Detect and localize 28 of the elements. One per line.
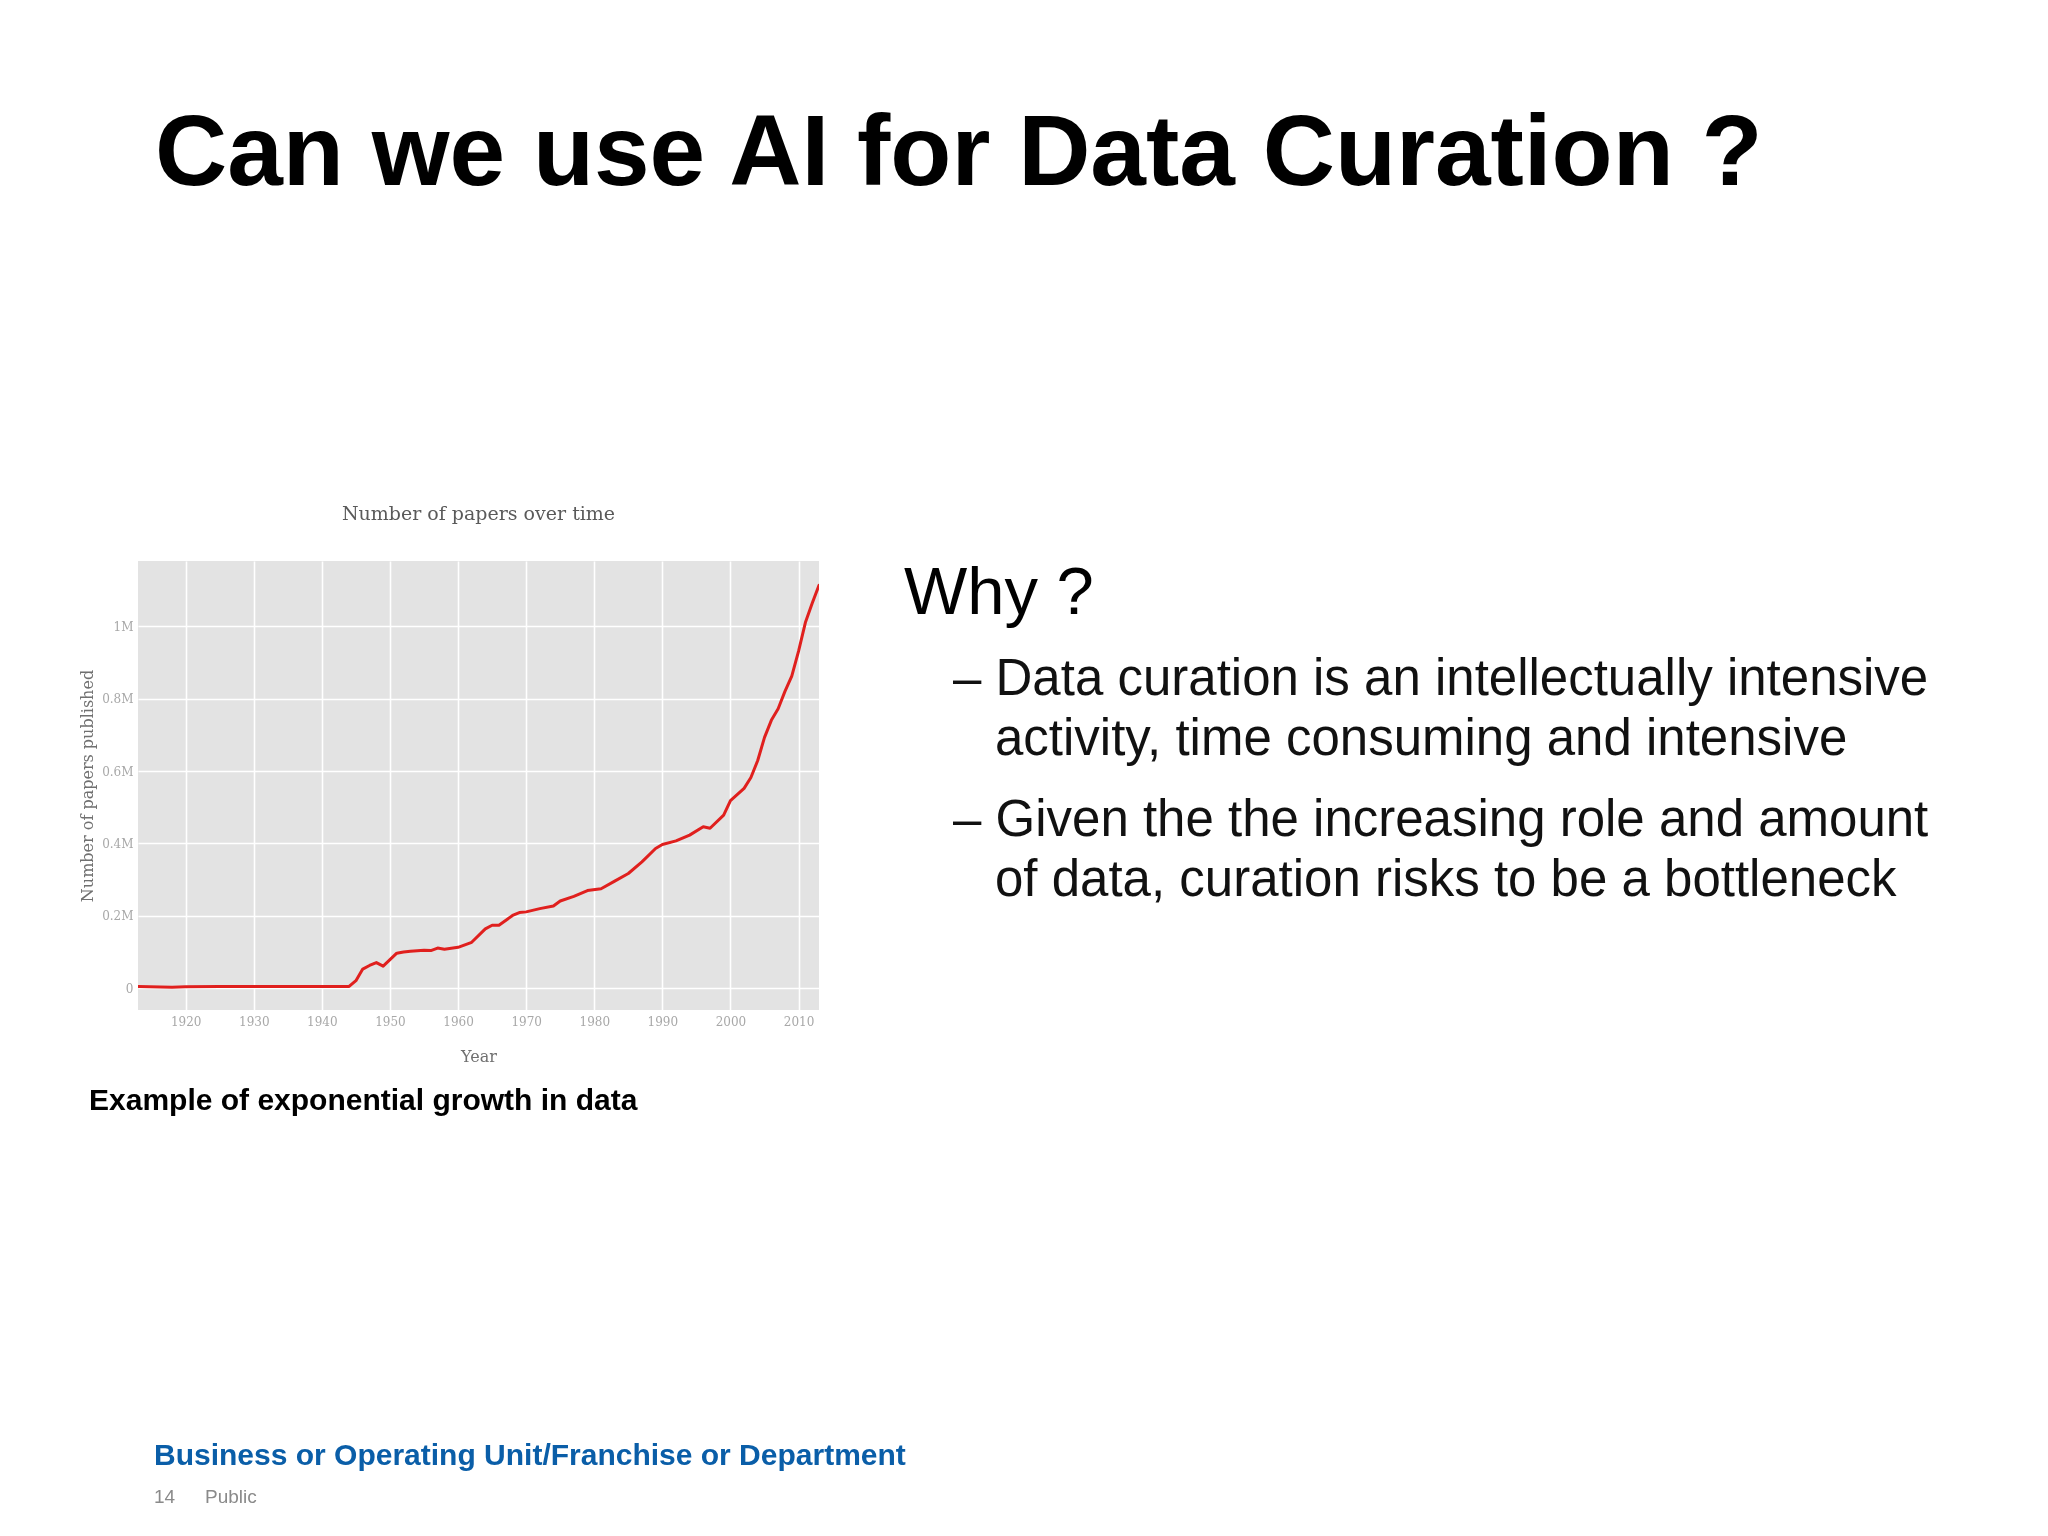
text: Why ? [904, 553, 1094, 628]
x-tick-label: 1960 [443, 1014, 474, 1029]
y-tick-label: 0.2M [102, 909, 134, 924]
x-tick-label: 1980 [579, 1014, 611, 1029]
y-tick-label: 0.6M [102, 764, 134, 779]
text: – Data curation is an intellectually intensive activity, time consuming and intensive [953, 649, 1929, 766]
line-series [138, 583, 819, 989]
text: Public [205, 1486, 257, 1507]
text: 14 [154, 1486, 176, 1507]
x-tick-label: 1930 [239, 1014, 270, 1029]
x-tick-label: 1950 [375, 1014, 406, 1029]
text: Example of exponential growth in data [89, 1083, 638, 1116]
y-axis-title: Number of papers published [77, 669, 97, 903]
x-tick-label: 1990 [647, 1014, 679, 1029]
x-tick-label: 2000 [715, 1014, 747, 1029]
x-tick-label: 1920 [170, 1014, 202, 1029]
chart-subtitle: Number of papers over time [341, 502, 616, 524]
x-tick-label: 1970 [511, 1014, 542, 1029]
y-tick-label: 0.4M [102, 836, 134, 851]
text: – Given the the increasing role and amount of data, curation risks to be a bottleneck [953, 790, 1929, 907]
y-tick-label: 0 [125, 981, 134, 996]
x-axis-title: Year [460, 1046, 498, 1066]
y-tick-label: 0.8M [102, 692, 134, 707]
y-tick-label: 1M [113, 619, 134, 634]
x-tick-label: 1940 [307, 1014, 338, 1029]
text: Business or Operating Unit/Franchise or Department [154, 1438, 906, 1471]
chart-title: Can we use AI for Data Curation ? [155, 94, 1763, 206]
x-tick-label: 2010 [783, 1014, 815, 1029]
